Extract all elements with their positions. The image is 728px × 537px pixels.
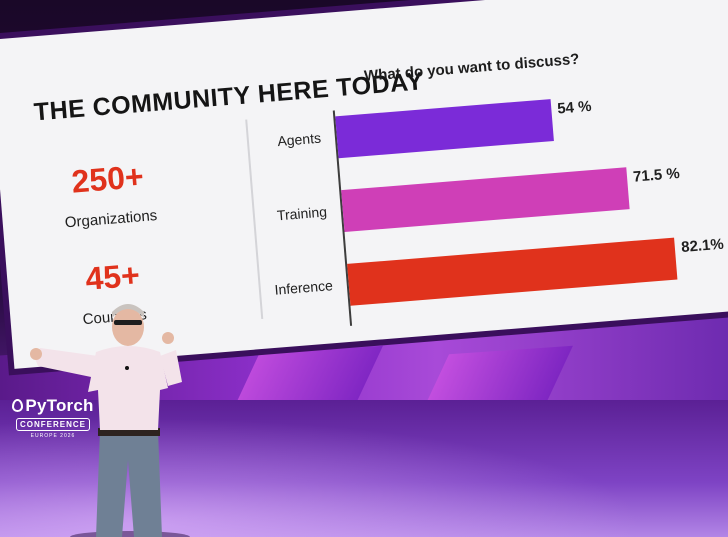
logo-badge: CONFERENCE <box>16 418 90 431</box>
stage-floor <box>0 400 728 537</box>
bar-inference <box>347 237 678 306</box>
bar-training <box>341 167 630 233</box>
bar-value-label: 71.5 % <box>632 164 681 186</box>
bar-category-label: Agents <box>276 129 322 150</box>
logo-word: PyTorch <box>25 396 94 415</box>
conference-logo: PyTorch CONFERENCE EUROPE 2026 <box>10 396 96 448</box>
stat-organizations-value: 250+ <box>70 158 145 200</box>
bar-value-label: 82.1% <box>680 235 725 257</box>
bar-category-label: Inference <box>273 277 334 298</box>
chart-title: What do you want to discuss? <box>363 50 580 85</box>
logo-subtitle: EUROPE 2026 <box>30 433 76 439</box>
projection-screen: THE COMMUNITY HERE TODAY 250+ Organizati… <box>0 0 728 369</box>
stat-organizations-label: Organizations <box>64 207 158 232</box>
stat-countries-label: Countries <box>82 306 148 329</box>
bar-agents <box>335 99 554 159</box>
bar-value-label: 54 % <box>556 97 593 118</box>
bar-category-label: Training <box>276 203 328 224</box>
pytorch-flame-icon <box>12 399 24 412</box>
stat-countries-value: 45+ <box>84 256 142 297</box>
